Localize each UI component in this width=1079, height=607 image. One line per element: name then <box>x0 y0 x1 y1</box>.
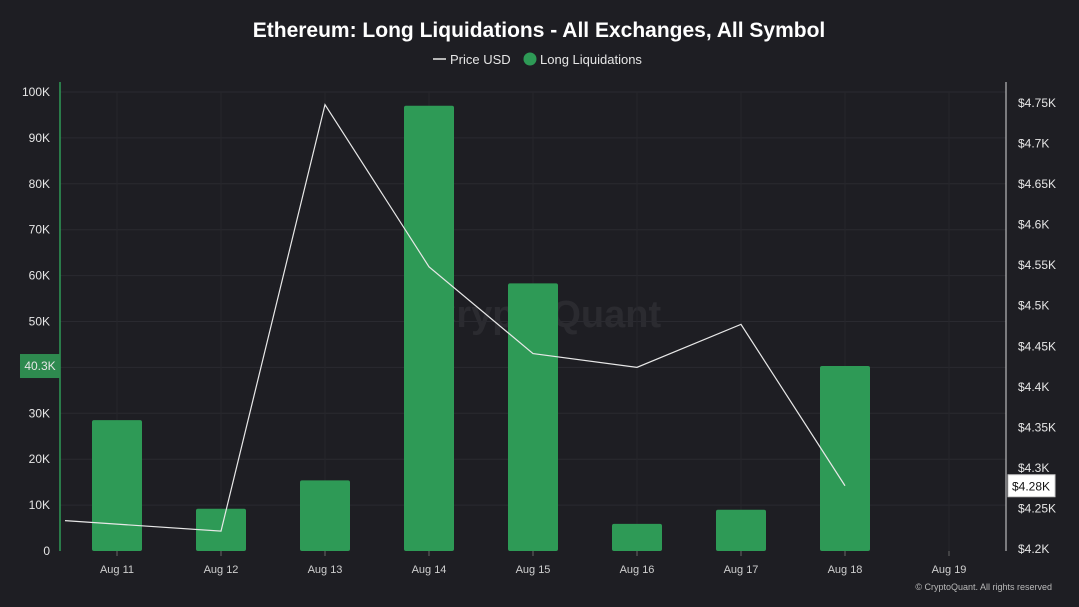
y-left-highlight-label: 40.3K <box>24 359 55 373</box>
y-left-tick: 30K <box>29 406 50 420</box>
legend-price-usd[interactable]: Price USD <box>450 52 511 67</box>
x-tick-label: Aug 18 <box>828 564 863 576</box>
bar-aug-17[interactable] <box>716 509 766 551</box>
bar-aug-11[interactable] <box>92 420 142 551</box>
y-right-tick: $4.6K <box>1018 218 1049 232</box>
y-right-highlight-label: $4.28K <box>1012 480 1050 494</box>
chart-title: Ethereum: Long Liquidations - All Exchan… <box>253 19 826 42</box>
y-right-tick: $4.3K <box>1018 461 1049 475</box>
x-tick-label: Aug 16 <box>620 564 655 576</box>
y-left-tick: 0 <box>43 544 50 558</box>
legend: Price USD Long Liquidations <box>433 52 642 67</box>
y-left-tick: 10K <box>29 498 50 512</box>
x-tick-label: Aug 11 <box>100 564 134 576</box>
y-left-tick: 20K <box>29 452 50 466</box>
y-right-tick: $4.25K <box>1018 501 1056 515</box>
x-tick-label: Aug 13 <box>308 564 343 576</box>
x-tick-label: Aug 14 <box>412 564 447 576</box>
bar-aug-14[interactable] <box>404 105 454 552</box>
y-left-tick: 80K <box>29 177 50 191</box>
y-left-tick: 70K <box>29 223 50 237</box>
bar-aug-15[interactable] <box>508 283 558 551</box>
bar-aug-13[interactable] <box>300 480 350 551</box>
y-axis-right: $4.75K $4.7K $4.65K $4.6K $4.55K $4.5K $4.45K $… <box>1005 82 1056 556</box>
x-tick-label: Aug 12 <box>204 564 239 576</box>
x-tick-label: Aug 19 <box>932 564 967 576</box>
y-left-tick: 90K <box>29 131 50 145</box>
bar-aug-18[interactable] <box>820 366 870 551</box>
y-right-tick: $4.5K <box>1018 299 1049 313</box>
y-right-tick: $4.7K <box>1018 137 1049 151</box>
y-right-highlight-badge <box>1007 474 1056 498</box>
y-right-tick: $4.4K <box>1018 380 1049 394</box>
legend-dot-swatch <box>523 52 537 66</box>
y-left-tick: 50K <box>29 315 50 329</box>
bar-aug-16[interactable] <box>612 523 662 551</box>
copyright: © CryptoQuant. All rights reserved <box>915 582 1052 592</box>
y-left-highlight-badge <box>20 354 60 379</box>
y-left-tick: 100K <box>22 85 50 99</box>
y-right-tick: $4.65K <box>1018 177 1056 191</box>
y-right-tick: $4.45K <box>1018 339 1056 353</box>
price-line-group <box>64 103 846 532</box>
y-right-tick: $4.35K <box>1018 420 1056 434</box>
legend-long-liquidations[interactable]: Long Liquidations <box>540 52 642 67</box>
x-tick-label: Aug 15 <box>516 564 551 576</box>
x-tick-label: Aug 17 <box>724 564 759 576</box>
y-right-tick: $4.55K <box>1018 258 1056 272</box>
bars <box>92 105 870 552</box>
x-axis: Aug 11 Aug 12 Aug 13 Aug 14 Aug 15 Aug 16 Aug … <box>100 551 966 576</box>
price-line[interactable] <box>64 103 846 532</box>
y-left-tick: 60K <box>29 269 50 283</box>
y-right-tick: $4.2K <box>1018 542 1049 556</box>
y-axis-left: 100K 90K 80K 70K 60K 50K 30K 20K 10K 0 40.3K <box>20 82 61 558</box>
y-right-tick: $4.75K <box>1018 96 1056 110</box>
